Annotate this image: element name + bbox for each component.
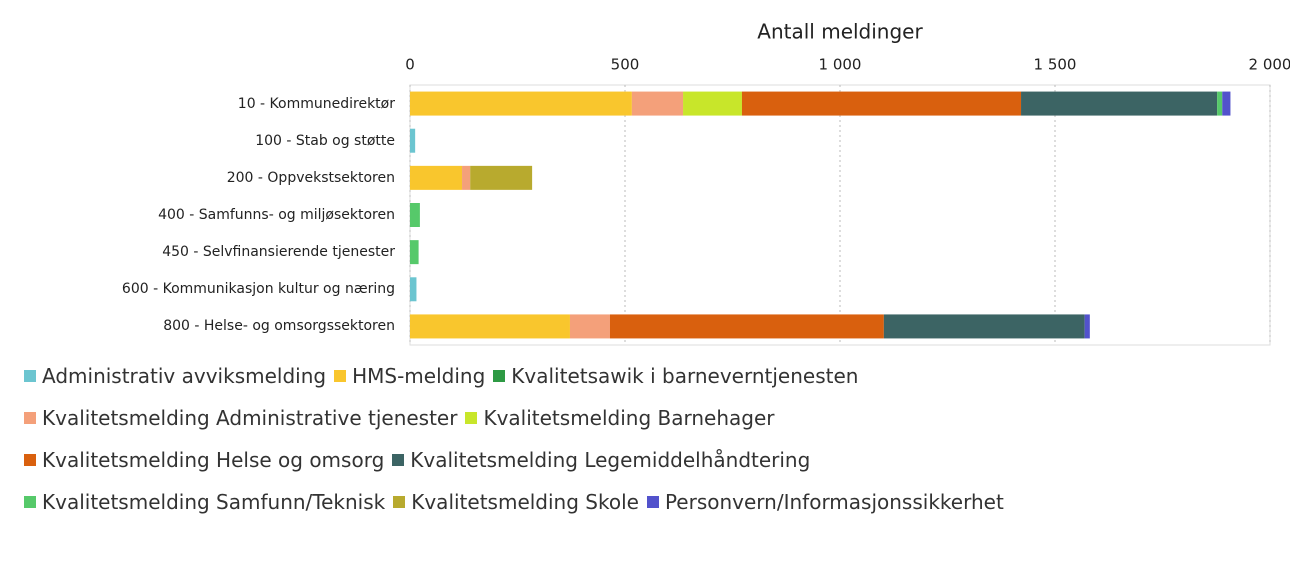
bar-segment (410, 314, 570, 339)
y-tick-label: 400 - Samfunns- og miljøsektoren (158, 207, 395, 223)
legend-swatch (493, 370, 506, 382)
bar-segment (569, 314, 610, 339)
x-tick-label: 1 500 (1034, 56, 1077, 74)
legend-label: Kvalitetsawik i barneverntjenesten (511, 364, 859, 388)
legend-label: Personvern/Informasjonssikkerhet (664, 490, 1004, 514)
bar-segment (609, 314, 884, 339)
legend-label: Kvalitetsmelding Legemiddelhåndtering (410, 448, 811, 472)
legend-label: Kvalitetsmelding Helse og omsorg (42, 448, 385, 472)
bar-segment (410, 128, 416, 153)
y-tick-label: 600 - Kommunikasjon kultur og næring (121, 281, 395, 298)
legend-item: Kvalitetsmelding Barnehager (465, 397, 775, 439)
bar-segment (1217, 91, 1223, 116)
bar-segment (631, 91, 684, 116)
legend-label: Administrativ avviksmelding (42, 364, 327, 388)
legend-item: Kvalitetsmelding Helse og omsorg (24, 439, 384, 481)
legend-item: Administrativ avviksmelding (24, 355, 326, 397)
y-tick-label: 10 - Kommunedirektør (237, 95, 395, 112)
legend-swatch (465, 412, 478, 424)
bar-segment (470, 165, 533, 190)
legend-swatch (334, 370, 347, 382)
legend-swatch (646, 496, 659, 508)
bar-segment (410, 91, 632, 116)
y-tick-label: 200 - Oppvekstsektoren (226, 169, 395, 186)
bar-segment (741, 91, 1022, 116)
legend-swatch (24, 454, 36, 466)
bar-segment (883, 314, 1085, 339)
legend-swatch (393, 496, 406, 508)
x-tick-label: 1 000 (819, 56, 862, 74)
legend-item: Kvalitetsmelding Legemiddelhåndtering (392, 439, 810, 481)
x-tick-label: 0 (405, 56, 415, 74)
legend: Administrativ avviksmelding HMS-melding Kv… (24, 355, 1134, 523)
bar-segment (1021, 91, 1218, 116)
y-tick-label: 800 - Helse- og omsorgssektoren (163, 318, 395, 335)
bar-segment (410, 165, 463, 190)
legend-swatch (24, 370, 36, 382)
bar-segment (410, 203, 420, 227)
legend-label: Kvalitetsmelding Administrative tjeneste… (42, 406, 458, 430)
bar-segment (410, 277, 417, 302)
legend-item: Personvern/Informasjonssikkerhet (646, 481, 1004, 523)
bar-segment (1222, 91, 1231, 116)
bar-segment (1084, 314, 1090, 339)
legend-label: Kvalitetsmelding Samfunn/Teknisk (42, 490, 386, 514)
legend-item: Kvalitetsmelding Skole (393, 481, 639, 523)
legend-label: Kvalitetsmelding Skole (411, 490, 639, 514)
y-tick-label: 450 - Selvfinansierende tjenester (162, 244, 395, 261)
x-axis-title: Antall meldinger (757, 20, 923, 44)
bar-segment (683, 91, 742, 116)
legend-item: HMS-melding (334, 355, 485, 397)
legend-swatch (392, 454, 405, 466)
bar-segment (410, 240, 419, 265)
legend-swatch (24, 496, 36, 508)
y-tick-label: 100 - Stab og støtte (255, 132, 395, 149)
x-tick-label: 2 000 (1249, 56, 1290, 74)
legend-swatch (24, 412, 36, 424)
bar-segment (462, 165, 471, 190)
legend-item: Kvalitetsmelding Administrative tjeneste… (24, 397, 457, 439)
legend-item: Kvalitetsawik i barneverntjenesten (493, 355, 858, 397)
legend-label: HMS-melding (352, 364, 486, 388)
legend-label: Kvalitetsmelding Barnehager (483, 406, 775, 430)
legend-item: Kvalitetsmelding Samfunn/Teknisk (24, 481, 385, 523)
x-tick-label: 500 (611, 56, 640, 74)
